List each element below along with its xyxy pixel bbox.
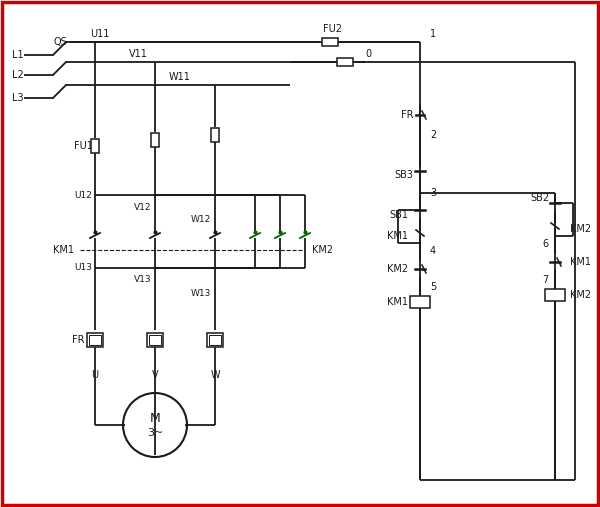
Text: FR: FR [401,110,413,120]
Bar [211,128,219,142]
Text: 1: 1 [430,29,436,39]
Text: 6: 6 [542,239,548,249]
Text: U11: U11 [91,29,110,39]
Text: KM2: KM2 [312,245,333,255]
Text: KM2: KM2 [570,224,591,234]
Text: V11: V11 [128,49,148,59]
Text: 5: 5 [430,282,436,292]
Bar [149,335,161,345]
Text: KM2: KM2 [387,264,408,274]
Bar [410,296,430,308]
Text: W13: W13 [191,288,211,298]
Text: 0: 0 [365,49,371,59]
Text: 2: 2 [430,130,436,140]
Text: 7: 7 [542,275,548,285]
Bar [337,58,353,66]
Text: KM1: KM1 [570,257,591,267]
Text: M: M [149,412,160,424]
Text: KM1: KM1 [387,231,408,241]
Text: W11: W11 [169,72,191,82]
Text: KM1: KM1 [53,245,74,255]
Bar [91,139,99,153]
Bar [87,333,103,347]
Text: SB2: SB2 [530,193,550,203]
Bar [89,335,101,345]
Text: 4: 4 [430,246,436,256]
Text: QS: QS [53,37,67,47]
Text: 3~: 3~ [147,428,163,438]
Text: U13: U13 [74,264,92,272]
Text: SB1: SB1 [389,210,408,220]
Text: W12: W12 [191,215,211,225]
Bar [322,38,338,46]
Bar [151,133,159,147]
Text: FU1: FU1 [74,141,92,151]
Text: W: W [210,370,220,380]
Bar [209,335,221,345]
Bar [207,333,223,347]
Text: V12: V12 [134,202,152,211]
Text: L3: L3 [12,93,24,103]
Text: KM2: KM2 [570,290,591,300]
Text: 3: 3 [430,188,436,198]
Text: L1: L1 [12,50,24,60]
Text: U: U [91,370,98,380]
Text: FR: FR [72,335,84,345]
Text: FU2: FU2 [323,24,341,34]
Text: SB3: SB3 [394,170,413,180]
Text: KM1: KM1 [387,297,408,307]
Bar [147,333,163,347]
Text: V13: V13 [134,275,152,284]
Text: V: V [152,370,158,380]
Text: L2: L2 [12,70,24,80]
Text: U12: U12 [74,192,92,200]
Bar [545,289,565,301]
